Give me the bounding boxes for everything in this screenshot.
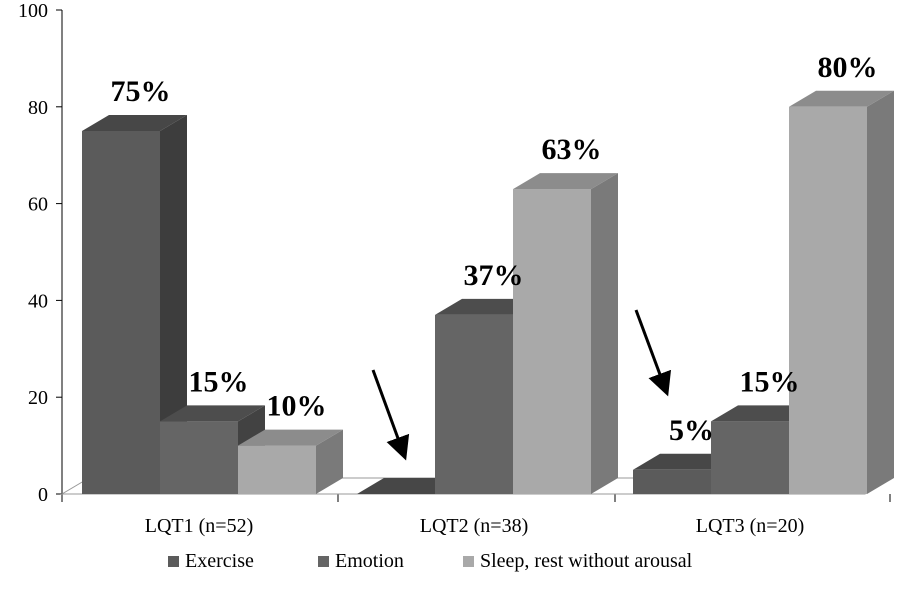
bar-front: [435, 314, 513, 494]
x-tick-label: LQT3 (n=20): [696, 515, 804, 537]
data-label: 80%: [818, 51, 878, 84]
data-label: 15%: [189, 365, 249, 398]
bar: [82, 115, 187, 494]
bar-side: [591, 173, 618, 494]
bar-top: [82, 115, 187, 131]
x-tick-label: LQT1 (n=52): [145, 515, 253, 537]
bar-side: [867, 90, 894, 495]
legend-item: Exercise: [168, 550, 254, 572]
legend-label: Emotion: [335, 550, 404, 572]
bar: [238, 429, 343, 494]
legend: Exercise Emotion Sleep, rest without arous…: [168, 550, 693, 572]
y-tick-label: 20: [28, 387, 48, 409]
bar-side: [316, 429, 343, 494]
bar-top: [789, 90, 894, 107]
bar-front: [789, 106, 867, 495]
y-tick-label: 40: [28, 290, 48, 312]
bar-front: [82, 131, 160, 494]
data-label: 37%: [464, 259, 524, 292]
data-label: 10%: [267, 390, 327, 423]
legend-swatch: [168, 556, 179, 567]
data-label: 75%: [111, 75, 171, 108]
annotation-arrow: [371, 369, 410, 461]
legend-swatch: [463, 556, 474, 567]
bar-front: [160, 421, 238, 494]
legend-label: Sleep, rest without arousal: [480, 550, 693, 572]
legend-item: Sleep, rest without arousal: [463, 550, 693, 572]
bar-side: [160, 115, 187, 494]
legend-label: Exercise: [185, 550, 254, 572]
y-tick-label: 80: [28, 97, 48, 119]
y-tick-label: 100: [18, 0, 48, 22]
legend-item: Emotion: [318, 550, 404, 572]
bars: [82, 90, 894, 495]
bar: [789, 90, 894, 495]
bar-top: [513, 173, 618, 190]
y-tick-label: 60: [28, 194, 48, 216]
bar-top: [238, 429, 343, 446]
y-tick-label: 0: [38, 484, 48, 506]
data-label: 63%: [542, 133, 602, 166]
bar-top: [160, 405, 265, 422]
data-labels: 75% 15% 10% 37% 63% 5% 15% 80%: [111, 51, 878, 447]
bar-front: [513, 189, 591, 494]
data-label: 5%: [669, 414, 714, 447]
bar-front: [711, 421, 789, 494]
bar: [513, 173, 618, 494]
annotation-arrows: [371, 309, 672, 461]
x-tick-label: LQT2 (n=38): [420, 515, 528, 537]
bar-front: [633, 469, 711, 494]
data-label: 15%: [740, 365, 800, 398]
bar-front: [238, 445, 316, 494]
legend-swatch: [318, 556, 329, 567]
annotation-arrow: [634, 309, 672, 397]
